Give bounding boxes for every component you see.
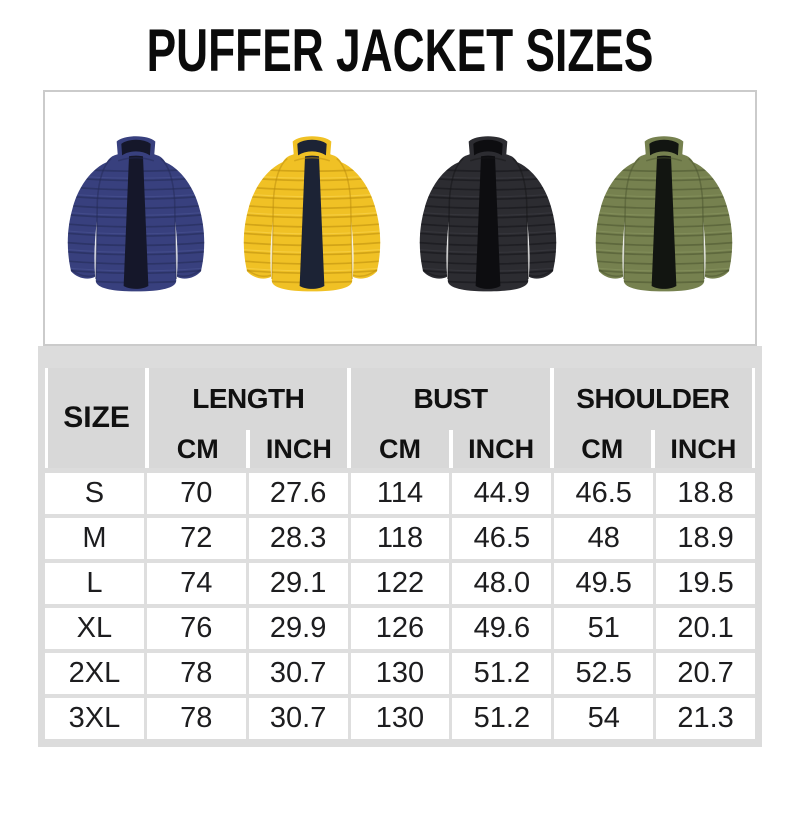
size-cell: M	[45, 518, 144, 559]
size-cell: 2XL	[45, 653, 144, 694]
jacket-navy	[51, 107, 221, 329]
value-cell: 126	[350, 608, 450, 649]
jacket-green	[579, 107, 749, 329]
value-cell: 51	[554, 608, 654, 649]
value-cell: 30.7	[248, 653, 348, 694]
value-cell: 21.3	[656, 698, 755, 739]
size-chart-header: SIZE LENGTH BUST SHOULDER CM INCH CM INC…	[45, 368, 755, 468]
value-cell: 72	[146, 518, 246, 559]
value-cell: 114	[350, 473, 450, 514]
value-cell: 49.6	[452, 608, 552, 649]
value-cell: 49.5	[554, 563, 654, 604]
puffer-jacket-yellow-icon	[227, 129, 397, 307]
value-cell: 122	[350, 563, 450, 604]
page-title: PUFFER JACKET SIZES	[146, 17, 654, 85]
value-cell: 51.2	[452, 653, 552, 694]
size-chart: SIZE LENGTH BUST SHOULDER CM INCH CM INC…	[38, 346, 762, 747]
value-cell: 118	[350, 518, 450, 559]
value-cell: 44.9	[452, 473, 552, 514]
unit-header-length-cm: CM	[149, 430, 247, 468]
value-cell: 28.3	[248, 518, 348, 559]
value-cell: 30.7	[248, 698, 348, 739]
value-cell: 78	[146, 698, 246, 739]
puffer-jacket-black-icon	[403, 129, 573, 307]
value-cell: 130	[350, 698, 450, 739]
value-cell: 76	[146, 608, 246, 649]
value-cell: 48.0	[452, 563, 552, 604]
value-cell: 18.8	[656, 473, 755, 514]
jackets-panel	[43, 90, 757, 346]
page-header: PUFFER JACKET SIZES	[0, 16, 800, 84]
size-chart-body: S 70 27.6 114 44.9 46.5 18.8 M 72 28.3 1…	[45, 473, 755, 739]
value-cell: 19.5	[656, 563, 755, 604]
unit-header-shoulder-cm: CM	[553, 430, 651, 468]
unit-header-bust-cm: CM	[351, 430, 449, 468]
size-cell: XL	[45, 608, 144, 649]
value-cell: 54	[554, 698, 654, 739]
column-group-length: LENGTH	[149, 368, 348, 430]
unit-header-shoulder-inch: INCH	[654, 430, 752, 468]
jacket-yellow	[227, 107, 397, 329]
value-cell: 74	[146, 563, 246, 604]
puffer-jacket-green-icon	[579, 129, 749, 307]
value-cell: 51.2	[452, 698, 552, 739]
jacket-black	[403, 107, 573, 329]
value-cell: 70	[146, 473, 246, 514]
size-cell: 3XL	[45, 698, 144, 739]
size-cell: S	[45, 473, 144, 514]
value-cell: 27.6	[248, 473, 348, 514]
value-cell: 130	[350, 653, 450, 694]
value-cell: 78	[146, 653, 246, 694]
puffer-jacket-navy-icon	[51, 129, 221, 307]
value-cell: 18.9	[656, 518, 755, 559]
value-cell: 20.7	[656, 653, 755, 694]
column-header-size: SIZE	[48, 368, 146, 468]
size-cell: L	[45, 563, 144, 604]
value-cell: 29.1	[248, 563, 348, 604]
unit-header-bust-inch: INCH	[452, 430, 550, 468]
column-group-bust: BUST	[351, 368, 550, 430]
value-cell: 20.1	[656, 608, 755, 649]
column-group-shoulder: SHOULDER	[553, 368, 752, 430]
value-cell: 29.9	[248, 608, 348, 649]
value-cell: 48	[554, 518, 654, 559]
value-cell: 46.5	[452, 518, 552, 559]
value-cell: 52.5	[554, 653, 654, 694]
value-cell: 46.5	[554, 473, 654, 514]
unit-header-length-inch: INCH	[250, 430, 348, 468]
